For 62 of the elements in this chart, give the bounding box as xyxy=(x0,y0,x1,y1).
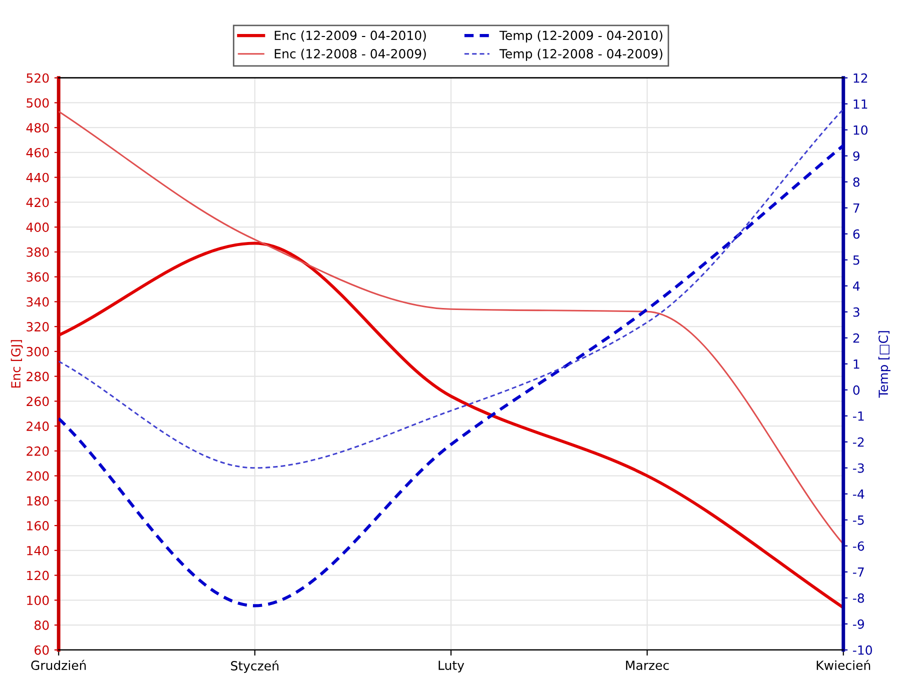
y-tick-label: 480 xyxy=(26,123,49,133)
y-tick-label: 400 xyxy=(26,222,49,232)
x-tick-label: Grudzień xyxy=(31,660,86,670)
y-tick-label: 220 xyxy=(26,446,49,456)
y2-tick-label: 4 xyxy=(853,282,860,291)
y-axis-title: Enc [GJ] xyxy=(10,340,23,388)
y2-tick-label: -3 xyxy=(853,463,864,473)
y2-tick-label: 0 xyxy=(853,385,860,395)
y-tick-label: 260 xyxy=(26,396,49,406)
line-series xyxy=(58,242,844,610)
x-tick-label: Marzec xyxy=(626,660,669,670)
y-tick-label: 300 xyxy=(26,346,49,356)
legend-label: Enc (12-2008 - 04-2009) xyxy=(274,48,426,60)
y-tick-label: 120 xyxy=(27,570,49,580)
x-tick-label: Kwiecień xyxy=(816,660,870,670)
y-tick-label: 240 xyxy=(26,422,49,431)
y2-tick-label: 12 xyxy=(854,73,868,83)
legend-label: Temp (12-2008 - 04-2009) xyxy=(499,48,662,61)
y2-tick-label: -4 xyxy=(853,490,864,499)
y-tick-label: 520 xyxy=(26,73,49,83)
y-tick-label: 140 xyxy=(27,546,49,556)
y2-tick-label: 10 xyxy=(854,125,868,135)
legend-label: Temp (12-2009 - 04-2010) xyxy=(499,30,662,43)
y-tick-label: 420 xyxy=(26,198,49,208)
y-tick-label: 180 xyxy=(27,496,49,506)
y2-tick-label: -7 xyxy=(853,568,864,577)
y-tick-label: 440 xyxy=(26,172,49,182)
y2-tick-label: 1 xyxy=(854,360,860,369)
y2-tick-label: -1 xyxy=(853,412,864,421)
legend-label: Enc (12-2009 - 04-2010) xyxy=(274,30,426,42)
y2-axis-title: Temp [□C] xyxy=(878,331,890,398)
y-tick-label: 200 xyxy=(26,471,49,481)
y2-tick-label: -6 xyxy=(853,541,864,551)
y-tick-label: 500 xyxy=(26,98,49,108)
y2-tick-label: 11 xyxy=(854,99,868,109)
y2-tick-label: -9 xyxy=(853,619,864,629)
line-series xyxy=(58,144,844,608)
y2-tick-label: 2 xyxy=(853,333,860,343)
y2-tick-label: -5 xyxy=(853,516,864,525)
y-tick-label: 80 xyxy=(34,620,49,630)
y2-tick-label: -2 xyxy=(853,437,864,447)
y-tick-label: 460 xyxy=(26,148,49,158)
y-tick-label: 340 xyxy=(26,297,49,307)
y-tick-label: 320 xyxy=(26,322,49,332)
y-tick-label: 60 xyxy=(34,645,49,655)
y-tick-label: 280 xyxy=(26,372,49,382)
y2-tick-label: 7 xyxy=(853,204,860,213)
y2-tick-label: -8 xyxy=(853,593,864,603)
y2-tick-label: -10 xyxy=(853,645,872,655)
y2-tick-label: 9 xyxy=(853,151,860,161)
y-tick-label: 360 xyxy=(26,272,49,282)
y-tick-label: 160 xyxy=(27,521,49,530)
line-series xyxy=(58,108,844,469)
x-tick-label: Styczeń xyxy=(231,660,278,673)
y2-tick-label: 6 xyxy=(853,229,860,239)
x-tick-label: Luty xyxy=(438,660,464,672)
y-tick-label: 380 xyxy=(26,247,49,257)
y2-tick-label: 3 xyxy=(853,307,860,317)
y2-tick-label: 5 xyxy=(853,256,860,265)
line-series xyxy=(58,110,844,545)
y2-tick-label: 8 xyxy=(853,177,860,187)
y-tick-label: 100 xyxy=(27,596,49,606)
